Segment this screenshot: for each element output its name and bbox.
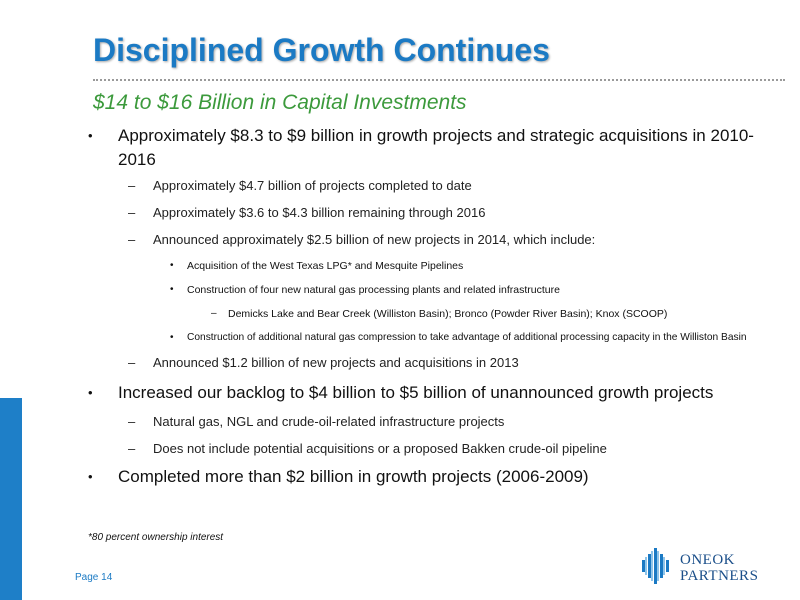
footnote: *80 percent ownership interest [88, 532, 224, 543]
oneok-diamond-logo-icon [642, 548, 669, 584]
bullet-marker: • [88, 128, 93, 143]
logo-line1: ONEOK [680, 552, 735, 568]
sub-sub-bullet-item: • Construction of additional natural gas… [170, 331, 747, 345]
bullet-item: • Completed more than $2 billion in grow… [88, 465, 589, 489]
sub-bullet-item: – Announced approximately $2.5 billion o… [128, 232, 596, 248]
bullet-text: Approximately $8.3 to $9 billion in grow… [118, 126, 754, 145]
slide-subtitle: $14 to $16 Billion in Capital Investment… [93, 91, 467, 114]
sub-bullet-item: – Natural gas, NGL and crude-oil-related… [128, 414, 505, 430]
sub-bullet-item: – Does not include potential acquisition… [128, 441, 607, 457]
sub-sub-bullet-text: Acquisition of the West Texas LPG* and M… [187, 260, 464, 272]
sub-bullet-text: Announced $1.2 billion of new projects a… [153, 355, 519, 370]
accent-side-bar [0, 398, 22, 600]
bullet-text: Increased our backlog to $4 billion to $… [118, 383, 714, 402]
title-divider [93, 79, 785, 81]
sub-bullet-item: – Approximately $3.6 to $4.3 billion rem… [128, 205, 486, 221]
dash-marker: – [128, 414, 136, 429]
bullet-text-continued: 2016 [118, 150, 156, 169]
level4-bullet-item: – Demicks Lake and Bear Creek (Williston… [211, 307, 668, 321]
logo-wordmark: ONEOK PARTNERS [680, 552, 758, 584]
dash-marker: – [128, 355, 136, 370]
sub-bullet-text: Natural gas, NGL and crude-oil-related i… [153, 414, 505, 429]
sub-sub-bullet-item: • Construction of four new natural gas p… [170, 283, 560, 297]
sub-bullet-item: – Announced $1.2 billion of new projects… [128, 355, 519, 371]
dash-marker: – [128, 441, 136, 456]
bullet-item: • Increased our backlog to $4 billion to… [88, 381, 714, 405]
bullet-marker: • [170, 284, 174, 295]
dash-marker: – [128, 178, 136, 193]
bullet-marker: • [88, 385, 93, 400]
bullet-marker: • [170, 260, 174, 271]
sub-bullet-text: Announced approximately $2.5 billion of … [153, 232, 596, 247]
sub-sub-bullet-text: Construction of additional natural gas c… [187, 332, 747, 343]
dash-marker: – [128, 232, 136, 247]
sub-sub-bullet-text: Construction of four new natural gas pro… [187, 284, 560, 296]
page-number: Page 14 [75, 572, 113, 583]
dash-marker: – [128, 205, 136, 220]
bullet-text: Completed more than $2 billion in growth… [118, 467, 589, 486]
level4-bullet-text: Demicks Lake and Bear Creek (Williston B… [228, 308, 668, 320]
bullet-marker: • [88, 469, 93, 484]
sub-sub-bullet-item: • Acquisition of the West Texas LPG* and… [170, 259, 464, 273]
slide-title: Disciplined Growth Continues [93, 32, 550, 68]
bullet-item: • Approximately $8.3 to $9 billion in gr… [88, 124, 754, 172]
sub-bullet-text: Approximately $4.7 billion of projects c… [153, 178, 472, 193]
bullet-marker: • [170, 332, 174, 343]
sub-bullet-text: Approximately $3.6 to $4.3 billion remai… [153, 205, 486, 220]
dash-marker: – [211, 308, 217, 319]
logo-line2: PARTNERS [680, 568, 759, 584]
sub-bullet-text: Does not include potential acquisitions … [153, 441, 607, 456]
sub-bullet-item: – Approximately $4.7 billion of projects… [128, 178, 472, 194]
